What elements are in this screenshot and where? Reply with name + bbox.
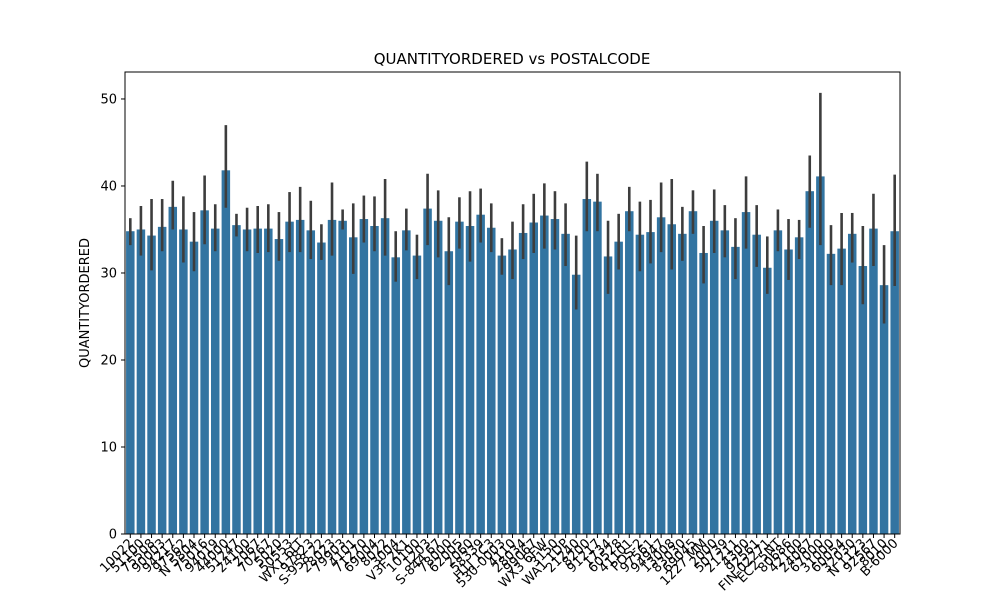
bar (497, 255, 507, 535)
bar (550, 219, 560, 534)
bar (338, 220, 347, 534)
y-tick-label: 0 (109, 528, 117, 543)
bar (168, 206, 178, 534)
bar (232, 225, 241, 534)
y-tick-label: 30 (100, 266, 117, 281)
y-tick-label: 20 (100, 353, 117, 368)
bar (412, 255, 422, 535)
bar (571, 274, 581, 534)
bar (816, 176, 825, 534)
bar (253, 228, 262, 534)
bar (625, 211, 634, 534)
bar (688, 211, 698, 534)
bar (402, 230, 411, 534)
bar (476, 214, 485, 534)
bar (709, 220, 719, 534)
y-axis-label: QUANTITYORDERED (78, 238, 93, 368)
bar (699, 252, 708, 535)
bar (264, 228, 273, 534)
bar (529, 222, 538, 534)
bar (826, 253, 836, 535)
bar (582, 199, 592, 534)
bar (518, 232, 528, 534)
bar (221, 170, 231, 534)
bar (752, 234, 761, 534)
bar (667, 224, 676, 534)
bar (561, 233, 570, 534)
bar (487, 227, 496, 534)
bar (370, 226, 379, 534)
bar (179, 229, 188, 534)
y-tick-label: 40 (100, 179, 117, 194)
bar (359, 219, 369, 534)
bar (285, 221, 294, 534)
bar (858, 266, 868, 534)
y-tick-label: 50 (100, 92, 117, 107)
bar (720, 230, 730, 534)
bar (317, 242, 326, 534)
bar (200, 210, 209, 534)
bar (136, 229, 146, 534)
bar (327, 219, 337, 534)
bar (210, 228, 220, 534)
bar (805, 191, 815, 534)
bar (890, 231, 899, 534)
bar (189, 241, 199, 534)
bar (274, 239, 284, 534)
bar (593, 201, 602, 534)
bar (773, 230, 783, 534)
bar (157, 226, 167, 534)
bar (423, 208, 432, 534)
bar (444, 251, 454, 535)
bar (763, 267, 772, 534)
bar (741, 212, 751, 534)
bar (603, 256, 613, 534)
bar (879, 285, 889, 534)
bar (433, 220, 443, 534)
bar (242, 229, 252, 534)
axes-frame (124, 71, 901, 535)
bar (349, 237, 358, 534)
chart-title: QUANTITYORDERED vs POSTALCODE (374, 50, 651, 68)
bar (295, 219, 305, 534)
bar (869, 228, 878, 534)
bar (391, 257, 400, 534)
bar (126, 231, 135, 534)
bar (614, 241, 623, 534)
bar (678, 233, 687, 534)
bar (147, 235, 156, 534)
bar (731, 246, 740, 535)
bar (380, 218, 390, 534)
y-tick-label: 10 (100, 440, 117, 455)
bar (508, 249, 517, 535)
bar (635, 234, 645, 534)
bar (646, 232, 655, 534)
bar (837, 248, 846, 535)
bar (784, 249, 793, 535)
bar (540, 215, 549, 534)
bar (794, 237, 804, 534)
bar (306, 230, 316, 534)
bar (656, 217, 666, 534)
bar (455, 221, 464, 534)
bar (847, 233, 857, 534)
bar (465, 226, 475, 534)
